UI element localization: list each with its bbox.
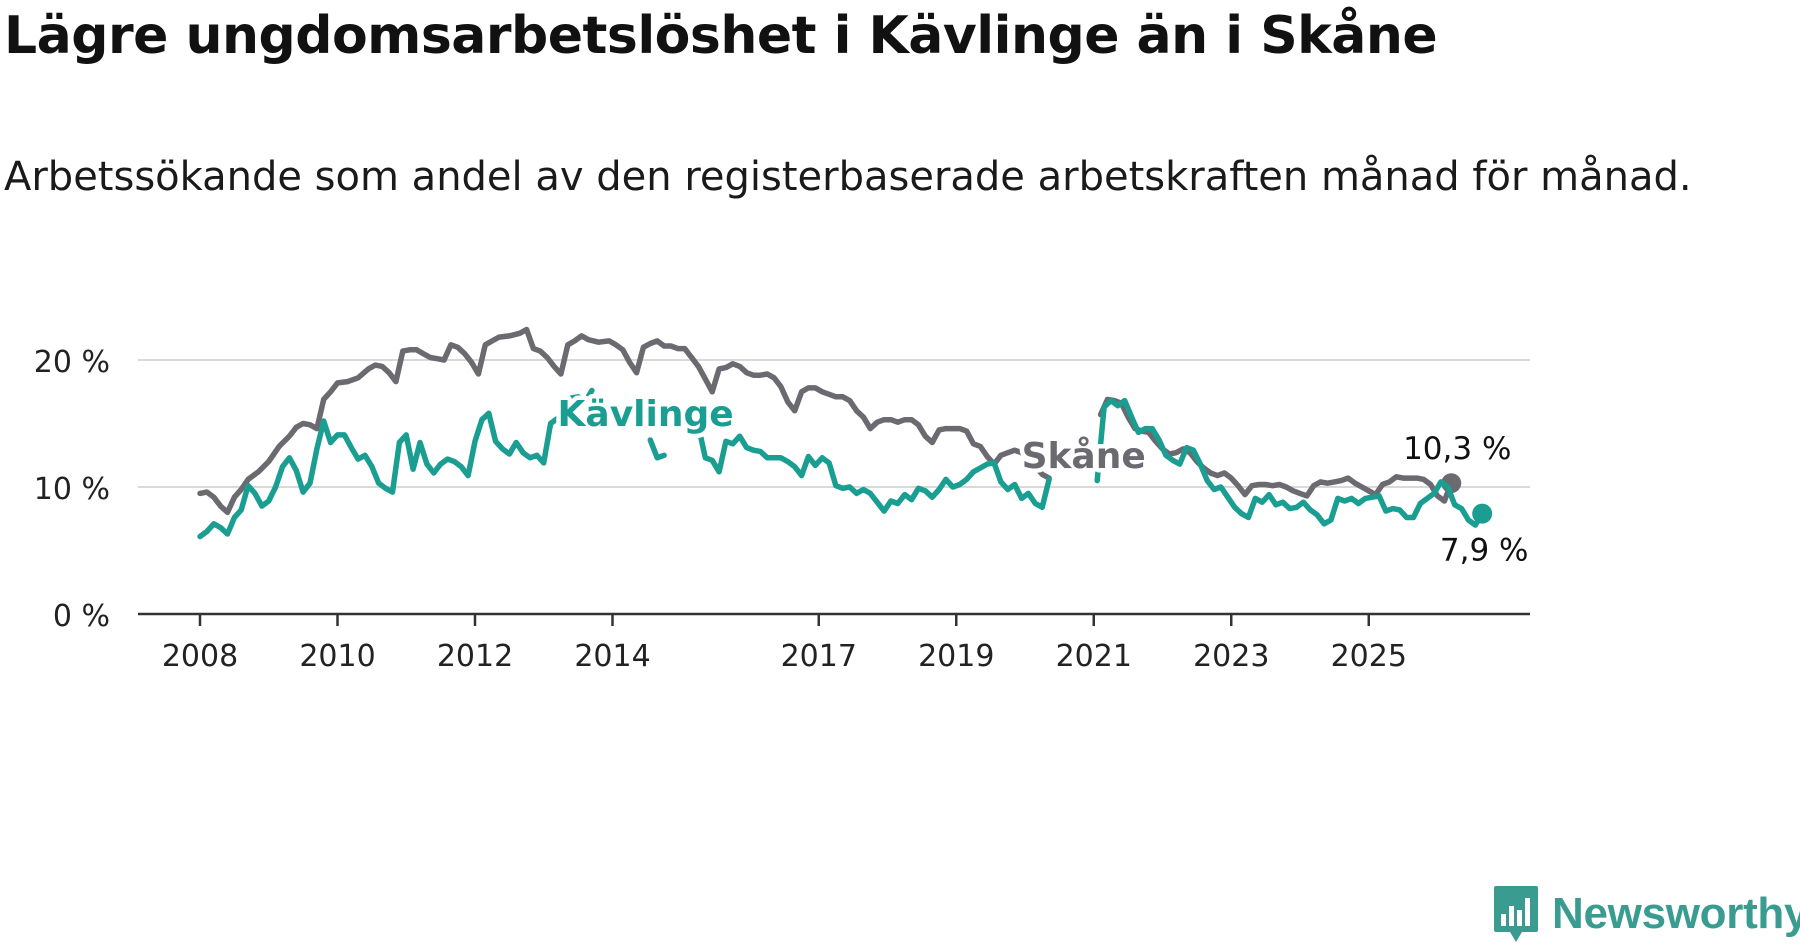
x-axis: 2008 2010 2012 2014 2017 2019 2021 2023 2025: [138, 612, 1530, 674]
brand-name: Newsworthy: [1552, 889, 1800, 938]
series-name-skane: Skåne: [1022, 436, 1146, 477]
x-tick-label: 2008: [162, 639, 238, 674]
x-tick-label: 2012: [437, 639, 513, 674]
y-axis: 0 % 10 % 20 %: [34, 345, 110, 634]
series-labels: Skåne Kävlinge 10,3 % 7,9 %: [553, 390, 1532, 572]
x-tick-label: 2019: [918, 639, 994, 674]
series-lines: [197, 326, 1493, 540]
end-value-label-skane: 10,3 %: [1403, 431, 1511, 467]
y-tick-label: 0 %: [53, 599, 110, 634]
series-line-kavlinge: [197, 387, 1485, 540]
series-name-kavlinge: Kävlinge: [558, 394, 734, 435]
y-tick-label: 10 %: [34, 472, 110, 507]
x-tick-label: 2021: [1056, 639, 1132, 674]
y-tick-label: 20 %: [34, 345, 110, 380]
chart-title: Lägre ungdomsarbetslöshet i Kävlinge än …: [4, 6, 1438, 66]
end-value-label-kavlinge: 7,9 %: [1440, 533, 1529, 569]
chart-subtitle: Arbetssökande som andel av den registerb…: [4, 154, 1692, 200]
newsworthy-logo-icon: [1494, 886, 1538, 942]
series-line-skane: [197, 326, 1454, 516]
x-tick-label: 2023: [1193, 639, 1269, 674]
newsworthy-logo[interactable]: Newsworthy: [1492, 884, 1800, 944]
end-marker-kavlinge: [1472, 503, 1493, 524]
x-tick-label: 2014: [574, 639, 650, 674]
x-tick-label: 2025: [1331, 639, 1407, 674]
x-tick-label: 2017: [781, 639, 857, 674]
x-tick-label: 2010: [299, 639, 375, 674]
